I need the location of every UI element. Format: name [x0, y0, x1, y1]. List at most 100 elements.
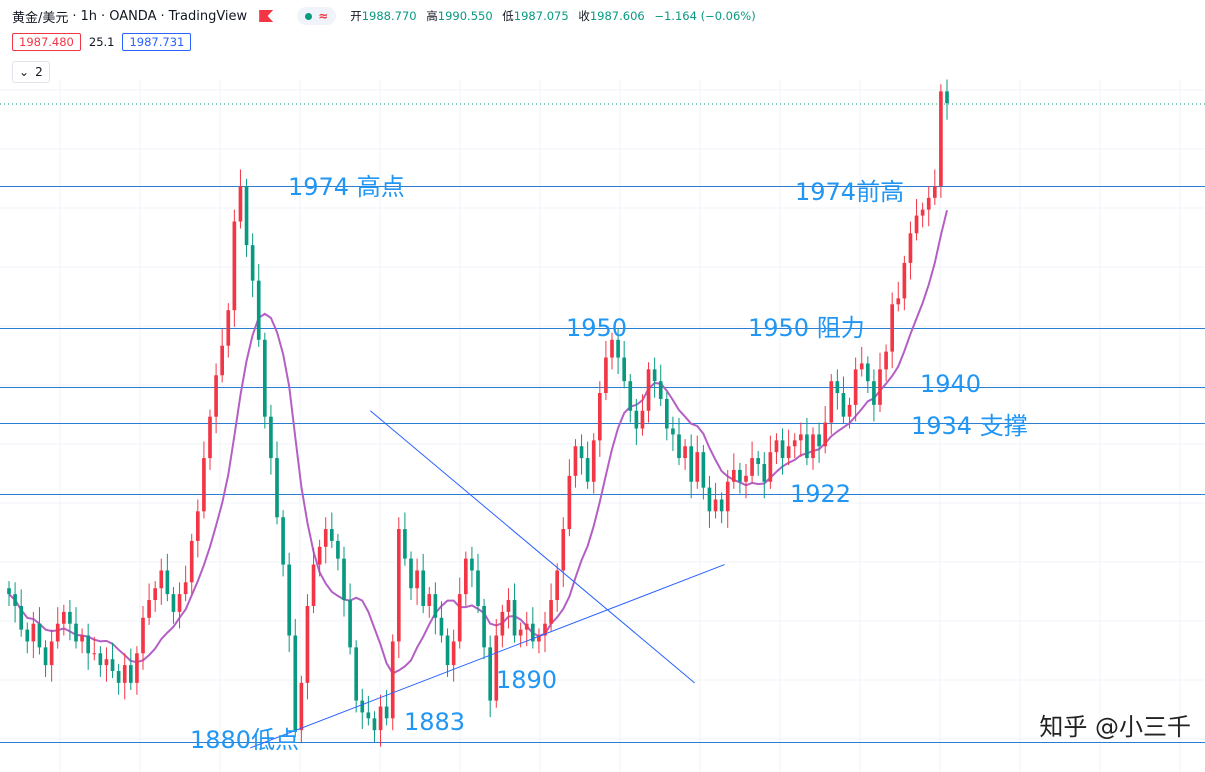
candle-body — [98, 653, 103, 666]
market-status-pill[interactable]: ≈ — [297, 7, 337, 25]
candle-body — [305, 605, 310, 683]
buy-price-button[interactable]: 1987.731 — [122, 33, 192, 51]
candle-body — [360, 700, 365, 713]
candle-body — [847, 404, 852, 417]
candle-body — [336, 540, 340, 559]
annotation-label: 1950 阻力 — [748, 314, 865, 342]
candle-body — [86, 635, 91, 654]
candle-body — [7, 588, 11, 595]
annotation-label: 1950 — [566, 314, 627, 342]
candle-body — [439, 617, 444, 636]
symbol-name[interactable]: 黄金/美元 — [12, 10, 69, 26]
candle-body — [640, 410, 645, 429]
candle-body — [92, 653, 97, 655]
indicators-toggle[interactable]: ⌄ 2 — [12, 61, 50, 83]
candle-body — [683, 446, 687, 459]
candle-body — [500, 611, 505, 636]
candle-body — [610, 339, 614, 358]
high-value: 1990.550 — [437, 9, 493, 23]
candle-body — [293, 635, 298, 731]
candle-body — [195, 511, 200, 541]
candle-body — [43, 647, 48, 666]
candle-body — [671, 428, 675, 435]
candle-body — [939, 91, 943, 186]
candle-body — [323, 529, 328, 547]
candle-body — [445, 635, 450, 666]
candle-body — [689, 446, 694, 482]
candle-body — [744, 475, 748, 482]
candle-body — [585, 458, 590, 482]
candle-body — [183, 582, 188, 595]
interval[interactable]: 1h — [80, 8, 98, 24]
candle-body — [524, 623, 529, 630]
candle-body — [859, 363, 864, 370]
candle-body — [512, 600, 517, 636]
candle-body — [457, 594, 462, 642]
flag-icon[interactable] — [259, 10, 273, 22]
candle-body — [311, 564, 316, 606]
candle-body — [13, 594, 17, 606]
horizontal-levels — [0, 186, 1205, 743]
candle-body — [159, 570, 164, 589]
candle-body — [695, 452, 700, 482]
candle-body — [616, 339, 620, 358]
candle-body — [244, 186, 249, 246]
candle-body — [220, 345, 225, 376]
candle-body — [390, 641, 395, 719]
change-value: −1.164 (−0.06%) — [654, 9, 756, 23]
candle-body — [561, 529, 566, 571]
candle-body — [238, 186, 243, 222]
candle-body — [494, 635, 499, 701]
sell-price-button[interactable]: 1987.480 — [12, 33, 81, 51]
candle-body — [214, 375, 218, 417]
candle-body — [476, 570, 480, 606]
candle-body — [835, 381, 840, 394]
watermark: 知乎 @小三千 — [1039, 713, 1191, 741]
candle-body — [945, 91, 949, 104]
annotation-label: 1922 — [790, 480, 851, 508]
candle-body — [622, 357, 627, 382]
candle-body — [652, 369, 657, 382]
candle-body — [177, 594, 182, 612]
candle-body — [853, 369, 858, 405]
candle-body — [634, 410, 639, 429]
candle-body — [262, 339, 267, 417]
annotation-label: 1883 — [404, 708, 465, 736]
candle-body — [49, 641, 54, 666]
candle-body — [664, 398, 669, 429]
candle-body — [421, 570, 426, 606]
candle-body — [902, 262, 907, 299]
annotation-label: 1890 — [496, 666, 557, 694]
candle-body — [591, 440, 596, 482]
candle-body — [488, 647, 493, 701]
ohlc-readout: 开1988.770 高1990.550 低1987.075 收1987.606 … — [350, 9, 756, 23]
candle-body — [372, 718, 377, 731]
candle-body — [74, 623, 78, 642]
candle-body — [208, 416, 212, 459]
open-value: 1988.770 — [361, 9, 417, 23]
candle-body — [287, 564, 292, 636]
chart-grid — [0, 80, 1205, 772]
candle-body — [202, 458, 206, 512]
candle-body — [110, 659, 115, 672]
candle-body — [890, 304, 895, 352]
candle-body — [926, 197, 931, 210]
candle-body — [872, 381, 876, 405]
candle-body — [128, 665, 133, 683]
broker: OANDA — [109, 8, 157, 24]
chart-header: 黄金/美元 · 1h · OANDA · TradingView ≈ 开1988… — [12, 6, 762, 26]
candle-body — [543, 623, 547, 636]
candle-body — [116, 671, 121, 683]
market-open-dot-icon — [305, 12, 313, 20]
annotation-label: 1880低点 — [190, 726, 299, 754]
candle-body — [725, 481, 730, 512]
candle-body — [342, 558, 346, 601]
candle-body — [463, 558, 468, 595]
candle-body — [329, 529, 334, 541]
candle-body — [470, 558, 474, 571]
spread-value: 25.1 — [88, 35, 115, 49]
candle-body — [409, 558, 413, 589]
trendline-descending-resistance — [369, 410, 695, 684]
candle-body — [135, 653, 139, 683]
